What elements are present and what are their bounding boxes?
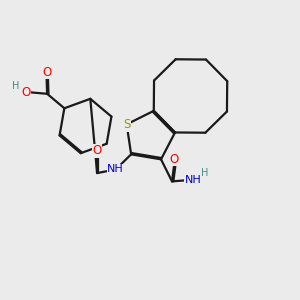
Text: O: O	[42, 66, 51, 79]
Text: S: S	[123, 118, 130, 131]
Text: O: O	[92, 144, 102, 158]
Text: H: H	[201, 168, 209, 178]
Text: H: H	[12, 81, 19, 91]
Text: O: O	[22, 86, 31, 99]
Text: NH: NH	[107, 164, 124, 175]
Text: O: O	[170, 153, 179, 166]
Text: NH: NH	[184, 175, 201, 185]
